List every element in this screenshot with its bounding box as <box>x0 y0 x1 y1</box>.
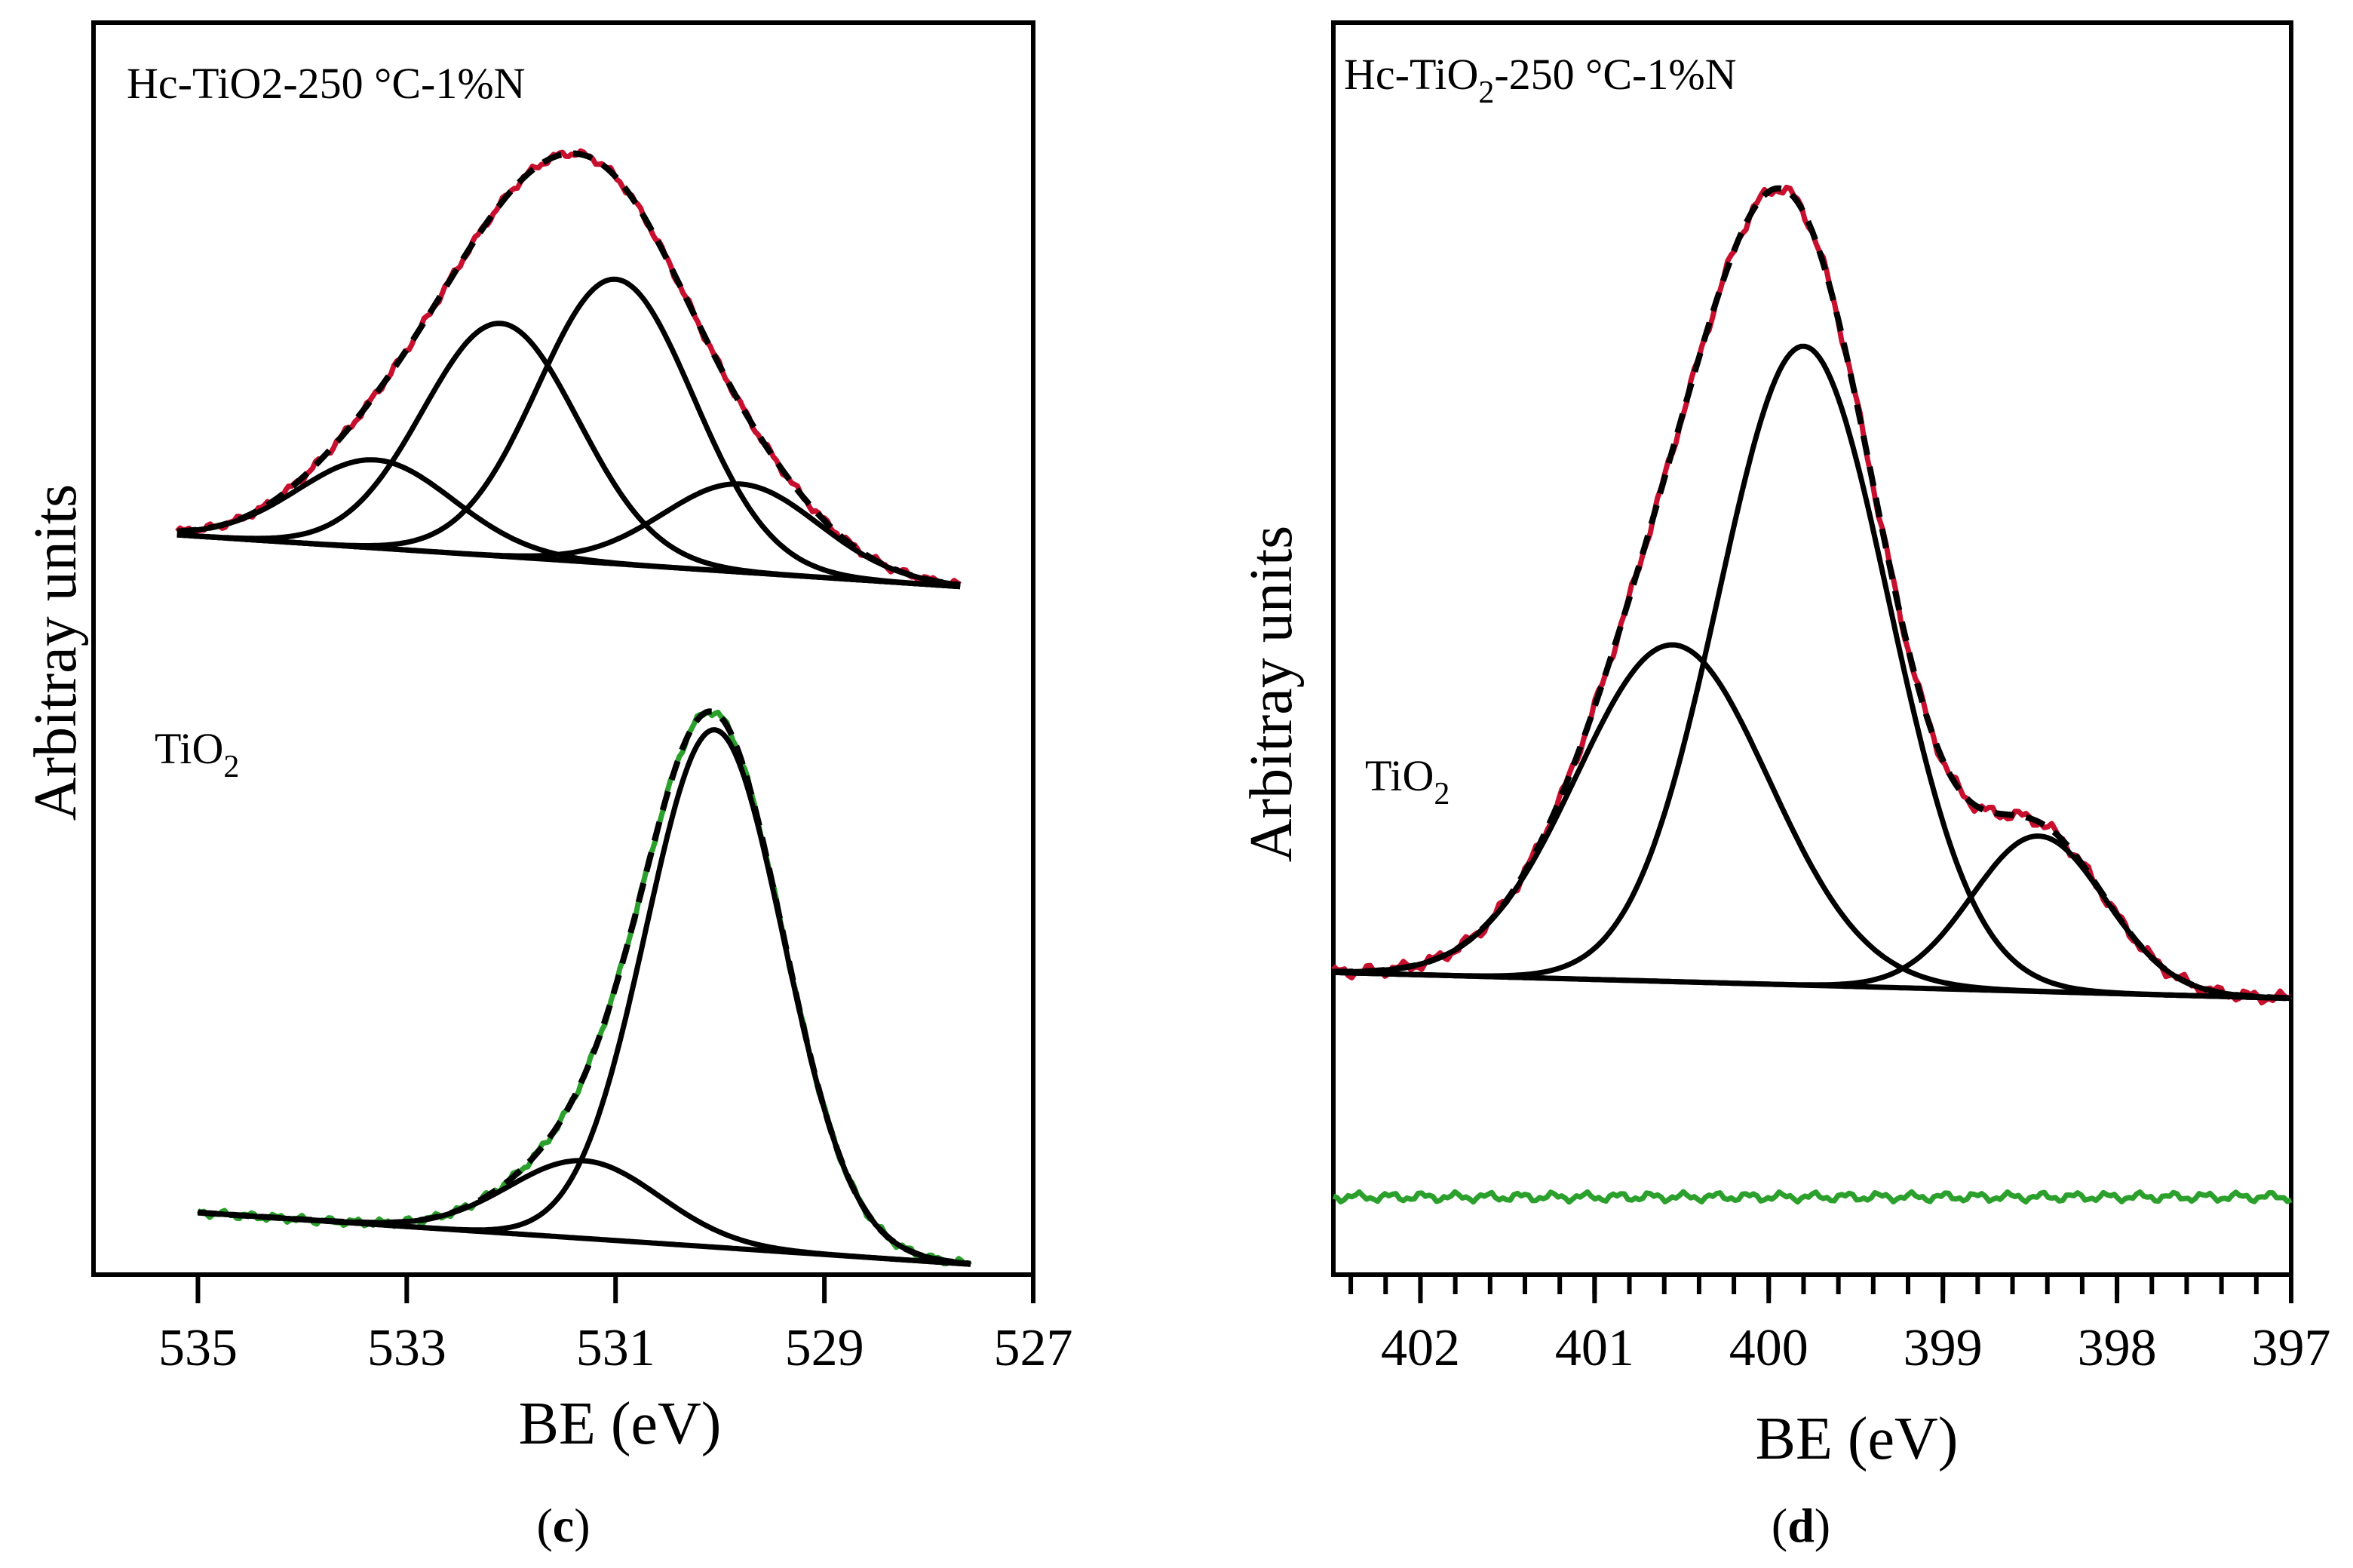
panel-c-x-ticks: 535 533 531 529 527 <box>158 1275 1073 1377</box>
panel-d-x-axis-label: BE (eV) <box>1756 1406 1959 1472</box>
panel-d-hc-component-2 <box>1333 343 2292 1002</box>
panel-d-hc-component-3 <box>1333 833 2292 1001</box>
panel-c-hc-fit-envelope <box>176 150 961 588</box>
panel-c-tio2-sample-label: TiO2 <box>155 724 239 784</box>
x-tick-label: 527 <box>994 1319 1073 1377</box>
panel-c-x-axis-label: BE (eV) <box>519 1391 722 1457</box>
panel-d-hc-fit-envelope <box>1333 185 2292 1002</box>
panel-c-hc-component-4 <box>176 481 961 588</box>
x-tick-label: 399 <box>1904 1319 1983 1377</box>
x-tick-label: 533 <box>367 1319 446 1377</box>
panel-c-hc-measured-line <box>175 148 962 588</box>
panel-c-hc-spectrum <box>175 148 962 590</box>
panel-c-y-axis-label: Arbitray units <box>23 484 89 821</box>
panel-d-x-ticks: 402 401 400 399 398 397 <box>1348 1275 2331 1377</box>
panel-c-tio2-component-1 <box>198 1158 971 1267</box>
x-tick-label: 397 <box>2252 1319 2331 1377</box>
panel-d-tio2-spectrum <box>1332 1189 2293 1205</box>
x-tick-label: 531 <box>576 1319 655 1377</box>
panel-d-tio2-sample-label: TiO2 <box>1365 751 1450 812</box>
panel-c-tio2-fit-envelope <box>198 708 971 1267</box>
panel-c-o1s-chart: 535 533 531 529 527 Hc-TiO2-250 °C-1%N TiO2 … <box>23 20 1073 1552</box>
panel-d-y-axis-label: Arbitray units <box>1238 526 1305 863</box>
panel-d-plot-frame <box>1331 20 2293 1277</box>
panel-c-hc-component-1 <box>176 457 961 590</box>
panel-d-hc-measured-line <box>1331 184 2293 1006</box>
panel-d-hc-spectrum <box>1331 184 2293 1006</box>
x-tick-label: 401 <box>1555 1319 1634 1377</box>
x-tick-label: 535 <box>158 1319 238 1377</box>
panel-c-tio2-measured-line <box>196 709 973 1268</box>
panel-d-tio2-measured-line <box>1332 1189 2293 1205</box>
x-tick-label: 529 <box>785 1319 864 1377</box>
x-tick-label: 402 <box>1381 1319 1460 1377</box>
panel-d-hc-sample-label: Hc-TiO2-250 °C-1%N <box>1344 50 1737 110</box>
panel-c-hc-sample-label: Hc-TiO2-250 °C-1%N <box>127 59 526 108</box>
panel-c-tio2-spectrum <box>196 708 973 1268</box>
panel-c-plot-frame <box>91 20 1035 1277</box>
panel-c-label: (c) <box>536 1499 590 1552</box>
panel-d-n1s-chart: 402 401 400 399 398 397 Hc-TiO2-250 °C-1%N Ti… <box>1238 20 2331 1552</box>
x-tick-label: 400 <box>1729 1319 1808 1377</box>
panel-c-hc-component-2 <box>176 321 961 590</box>
panel-d-label: (d) <box>1772 1499 1830 1552</box>
x-tick-label: 398 <box>2078 1319 2157 1377</box>
